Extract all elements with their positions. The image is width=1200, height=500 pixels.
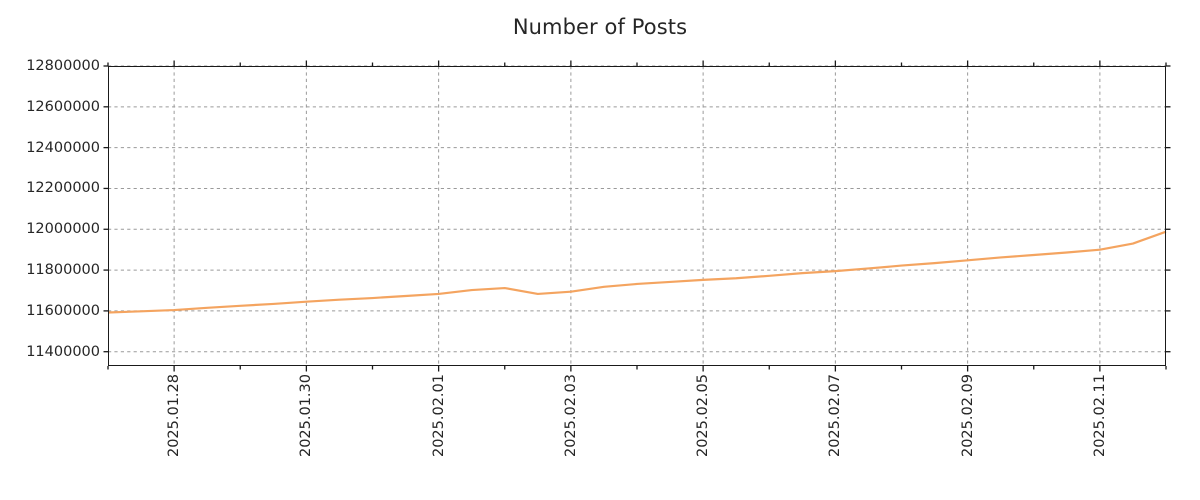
y-tick-label: 12600000	[26, 98, 100, 115]
y-tick-label: 12400000	[26, 139, 100, 156]
x-tick-label: 2025.02.07	[827, 374, 844, 458]
x-tick-label: 2025.01.30	[298, 374, 315, 458]
x-tick-label: 2025.01.28	[166, 374, 183, 458]
y-tick-label: 12800000	[26, 58, 100, 74]
chart-title: Number of Posts	[512, 15, 688, 39]
data-line-number-of-posts	[107, 230, 1167, 314]
x-tick-label: 2025.02.01	[430, 374, 447, 458]
x-tick-label: 2025.02.09	[959, 374, 976, 458]
y-tick-label: 11800000	[26, 262, 100, 279]
x-tick-label: 2025.02.11	[1091, 374, 1108, 458]
x-tick-label: 2025.02.05	[695, 374, 712, 458]
y-tick-label: 12200000	[26, 180, 100, 197]
x-tick-label: 2025.02.03	[562, 374, 579, 458]
y-tick-label: 12000000	[26, 221, 100, 238]
y-tick-label: 11600000	[26, 302, 100, 319]
plot-area	[108, 66, 1166, 366]
plot-frame-border	[108, 66, 1166, 366]
y-tick-label: 11400000	[26, 343, 100, 360]
